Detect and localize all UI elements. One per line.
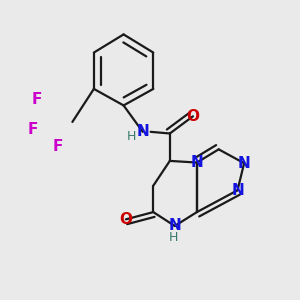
Text: F: F	[28, 122, 38, 137]
Text: N: N	[136, 124, 149, 139]
Text: H: H	[127, 130, 136, 143]
Text: N: N	[168, 218, 181, 233]
Text: N: N	[238, 156, 250, 171]
Text: F: F	[52, 139, 63, 154]
Text: O: O	[119, 212, 132, 227]
Text: O: O	[186, 109, 200, 124]
Text: N: N	[231, 183, 244, 198]
Text: F: F	[32, 92, 42, 107]
Text: H: H	[169, 231, 178, 244]
Text: N: N	[190, 155, 203, 170]
